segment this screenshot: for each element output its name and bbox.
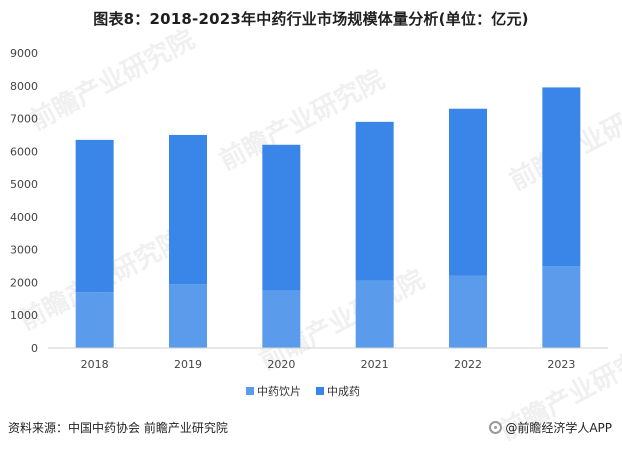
y-tick-label: 2000: [10, 276, 38, 289]
legend-swatch: [246, 387, 254, 395]
bar-segment: [355, 280, 394, 348]
y-tick-label: 1000: [10, 309, 38, 322]
x-tick-label: 2023: [547, 358, 575, 371]
brand-logo-icon: [489, 421, 503, 434]
y-tick-label: 4000: [10, 211, 38, 224]
y-axis: 0 1000 2000 3000 4000 5000 6000 7000 8000 9000: [10, 47, 38, 355]
y-tick-label: 8000: [10, 80, 38, 93]
legend-label: 中药饮片: [257, 385, 301, 398]
brand-credit: @前瞻经济学人APP: [489, 419, 612, 436]
y-tick-label: 5000: [10, 178, 38, 191]
chart-title: 图表8：2018-2023年中药行业市场规模体量分析(单位：亿元): [93, 10, 529, 28]
bar-segment: [449, 275, 487, 348]
legend-label: 中成药: [327, 385, 360, 398]
source-note: 资料来源：中国中药协会 前瞻产业研究院: [8, 421, 228, 435]
bar-segment: [75, 139, 114, 293]
y-tick-label: 0: [31, 342, 38, 355]
bars: [75, 87, 581, 348]
y-tick-label: 9000: [10, 47, 38, 60]
x-tick-label: 2021: [361, 358, 389, 371]
x-tick-label: 2020: [267, 358, 295, 371]
brand-credit-text: @前瞻经济学人APP: [505, 421, 612, 435]
bar-segment: [542, 87, 581, 267]
x-tick-label: 2018: [81, 358, 109, 371]
y-tick-label: 6000: [10, 145, 38, 158]
bar-segment: [262, 144, 301, 291]
y-tick-label: 7000: [10, 113, 38, 126]
bar-segment: [262, 290, 301, 348]
x-tick-label: 2022: [454, 358, 482, 371]
bar-segment: [355, 121, 394, 281]
legend-swatch: [316, 387, 324, 395]
bar-segment: [169, 134, 207, 285]
bar-segment: [169, 284, 207, 348]
legend: 中药饮片 中成药: [246, 385, 360, 398]
y-tick-label: 3000: [10, 244, 38, 257]
bar-segment: [542, 266, 581, 348]
bar-segment: [449, 108, 487, 276]
x-tick-label: 2019: [174, 358, 202, 371]
x-axis: 2018 2019 2020 2021 2022 2023: [48, 347, 608, 371]
bar-segment: [75, 292, 114, 348]
